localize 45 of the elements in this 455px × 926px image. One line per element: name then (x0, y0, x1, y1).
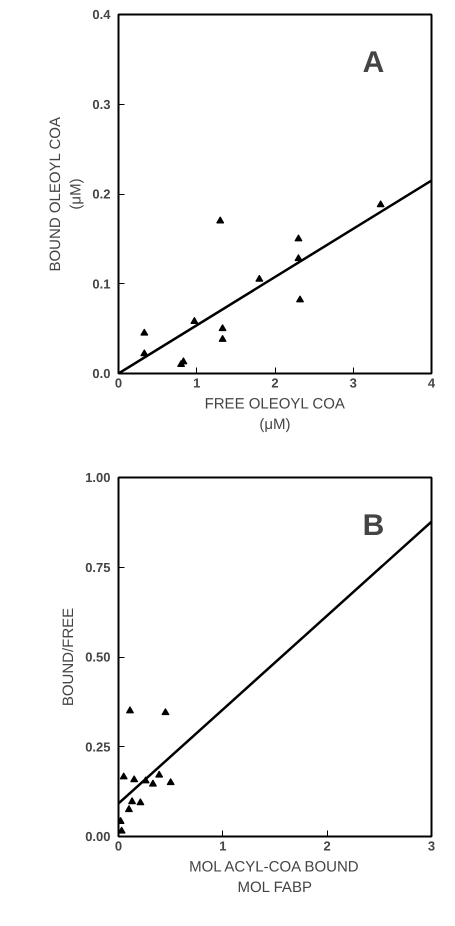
point (218, 324, 227, 332)
point (136, 798, 144, 806)
y-tick-label: 1.00 (85, 470, 111, 485)
x-tick-label: 1 (219, 838, 226, 854)
point (140, 328, 148, 336)
y-tick-label: 0.0 (92, 366, 111, 381)
y-tick-label: 0.3 (92, 96, 111, 112)
x-tick-label: 2 (271, 376, 279, 390)
y-tick-label: 0.25 (85, 739, 111, 754)
x-tick-label: 1 (193, 376, 200, 390)
y-tick-label: 0.75 (85, 560, 111, 575)
point (218, 334, 227, 342)
point (130, 775, 138, 782)
point (124, 805, 133, 812)
point (166, 778, 175, 786)
annotation: B (362, 509, 384, 542)
y-axis-title: BOUND/FREE (60, 608, 78, 706)
point (128, 797, 136, 804)
x-tick-label: 3 (350, 376, 357, 390)
point (294, 234, 302, 242)
point (161, 708, 170, 716)
y-tick-label: 0.1 (92, 276, 111, 292)
y-tick-label: 0.4 (92, 7, 112, 22)
annotation: A (362, 46, 384, 80)
x-tick-label: 3 (428, 838, 436, 854)
x-tick-label: 2 (324, 838, 331, 854)
point (148, 780, 157, 787)
x-axis-title: MOL ACYL-COA BOUND MOL FABP (189, 858, 359, 896)
point (126, 706, 134, 714)
point (190, 316, 198, 324)
point (120, 772, 128, 780)
y-tick-label: 0.00 (85, 829, 111, 844)
y-tick-label: 0.2 (92, 186, 111, 202)
y-tick-label: 0.50 (85, 650, 111, 664)
x-tick-label: 0 (114, 376, 122, 390)
y-axis-title: BOUND OLEOYL COA (μM) (47, 117, 84, 272)
point (118, 826, 126, 834)
point (155, 770, 164, 778)
point (216, 216, 224, 224)
x-tick-label: 4 (428, 376, 436, 390)
x-tick-label: 0 (114, 838, 122, 854)
point (255, 274, 264, 282)
x-axis-title: FREE OLEOYL COA (μM) (204, 396, 345, 433)
point (296, 295, 304, 302)
point (376, 200, 385, 208)
